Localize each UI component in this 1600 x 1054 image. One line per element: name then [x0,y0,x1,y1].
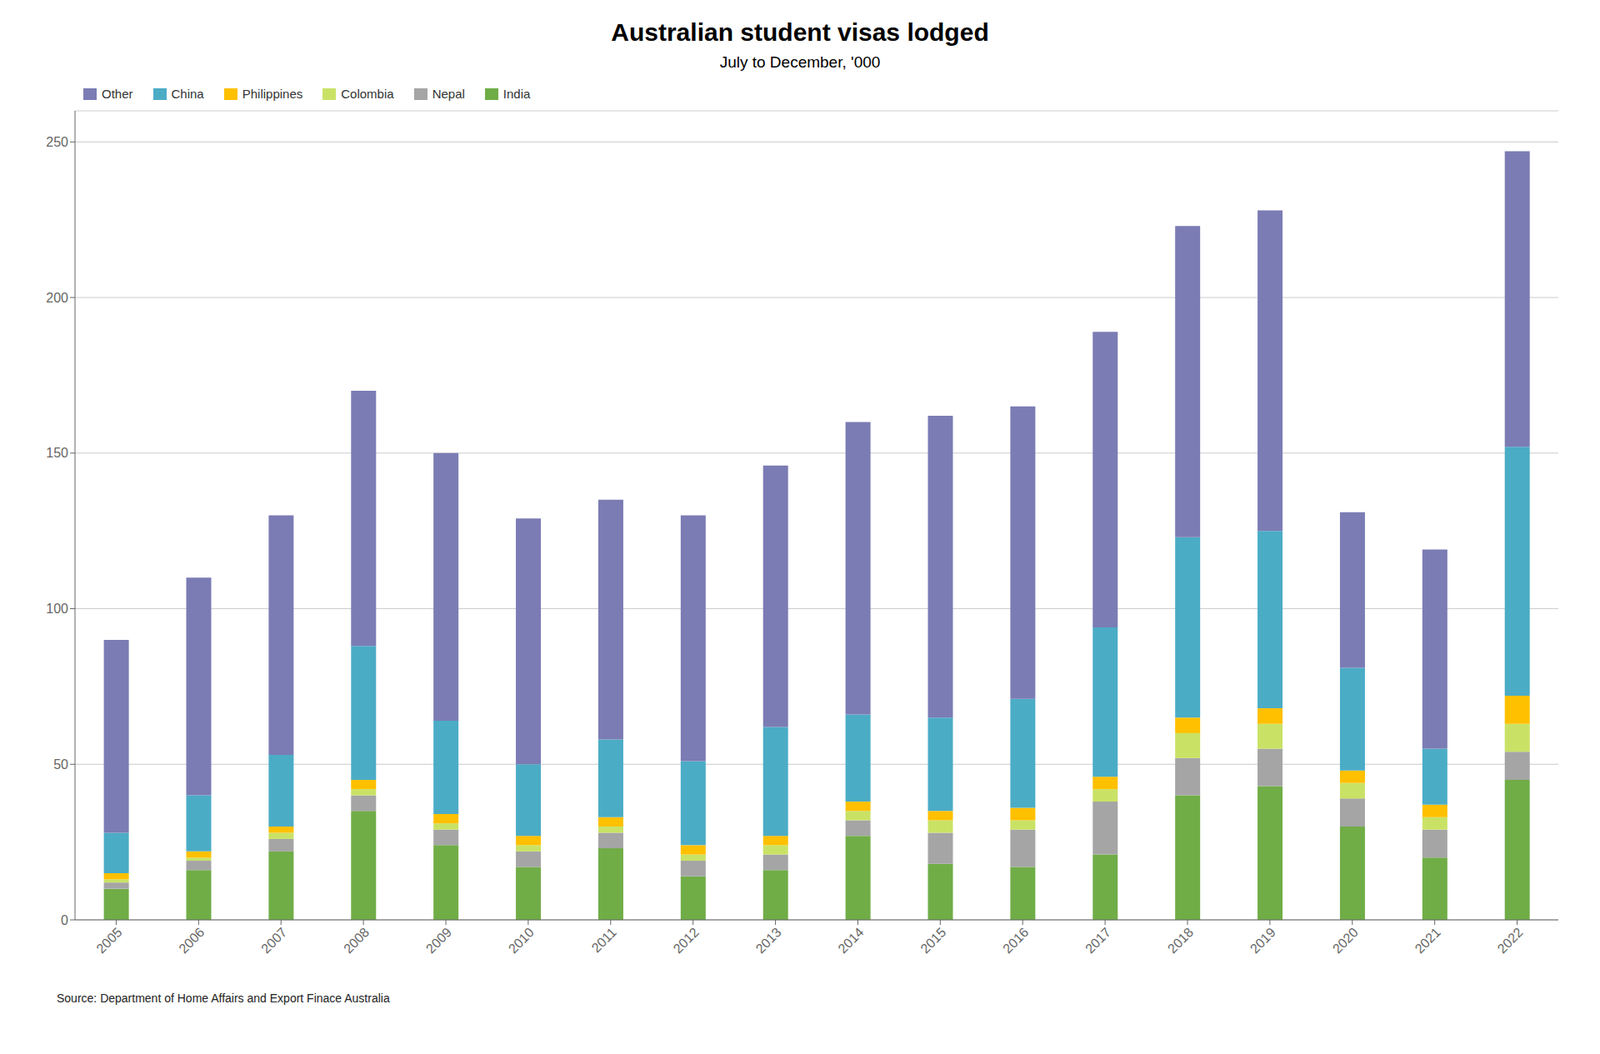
svg-text:50: 50 [53,757,69,772]
svg-text:250: 250 [45,135,69,150]
svg-text:150: 150 [45,445,69,460]
html-text:July to December, '000: July to December, '000 [719,53,881,71]
svg-text:2011: 2011 [589,925,620,955]
svg-text:2018: 2018 [1165,925,1196,956]
svg-text:100: 100 [45,601,69,616]
svg-text:2022: 2022 [1495,925,1526,956]
svg-text:2010: 2010 [505,925,537,956]
svg-text:2008: 2008 [340,925,372,956]
html-text:Colombia: Colombia [341,86,394,101]
html-text:Philippines: Philippines [242,86,303,101]
svg-text:2005: 2005 [93,925,125,956]
svg-text:2014: 2014 [835,925,866,956]
svg-text:2007: 2007 [258,925,290,956]
svg-text:2006: 2006 [175,925,207,956]
svg-text:2009: 2009 [423,925,455,956]
html-text:China: China [171,86,204,101]
svg-text:2020: 2020 [1330,925,1361,956]
svg-text:2013: 2013 [753,925,785,956]
html-text:Nepal: Nepal [432,86,465,101]
svg-text:200: 200 [45,290,69,305]
svg-text:2017: 2017 [1082,925,1114,956]
html-text:India: India [503,86,531,101]
html-text:Source: Department of Home Aff: Source: Department of Home Affairs and E… [56,991,390,1005]
html-text:Other: Other [101,86,133,101]
svg-text:2021: 2021 [1412,925,1444,956]
svg-text:2019: 2019 [1247,925,1279,956]
svg-text:0: 0 [60,913,69,928]
svg-text:2012: 2012 [670,925,702,956]
html-text:Australian student visas lodge: Australian student visas lodged [611,18,989,46]
svg-text:2015: 2015 [917,925,949,956]
svg-text:2016: 2016 [1000,925,1031,956]
